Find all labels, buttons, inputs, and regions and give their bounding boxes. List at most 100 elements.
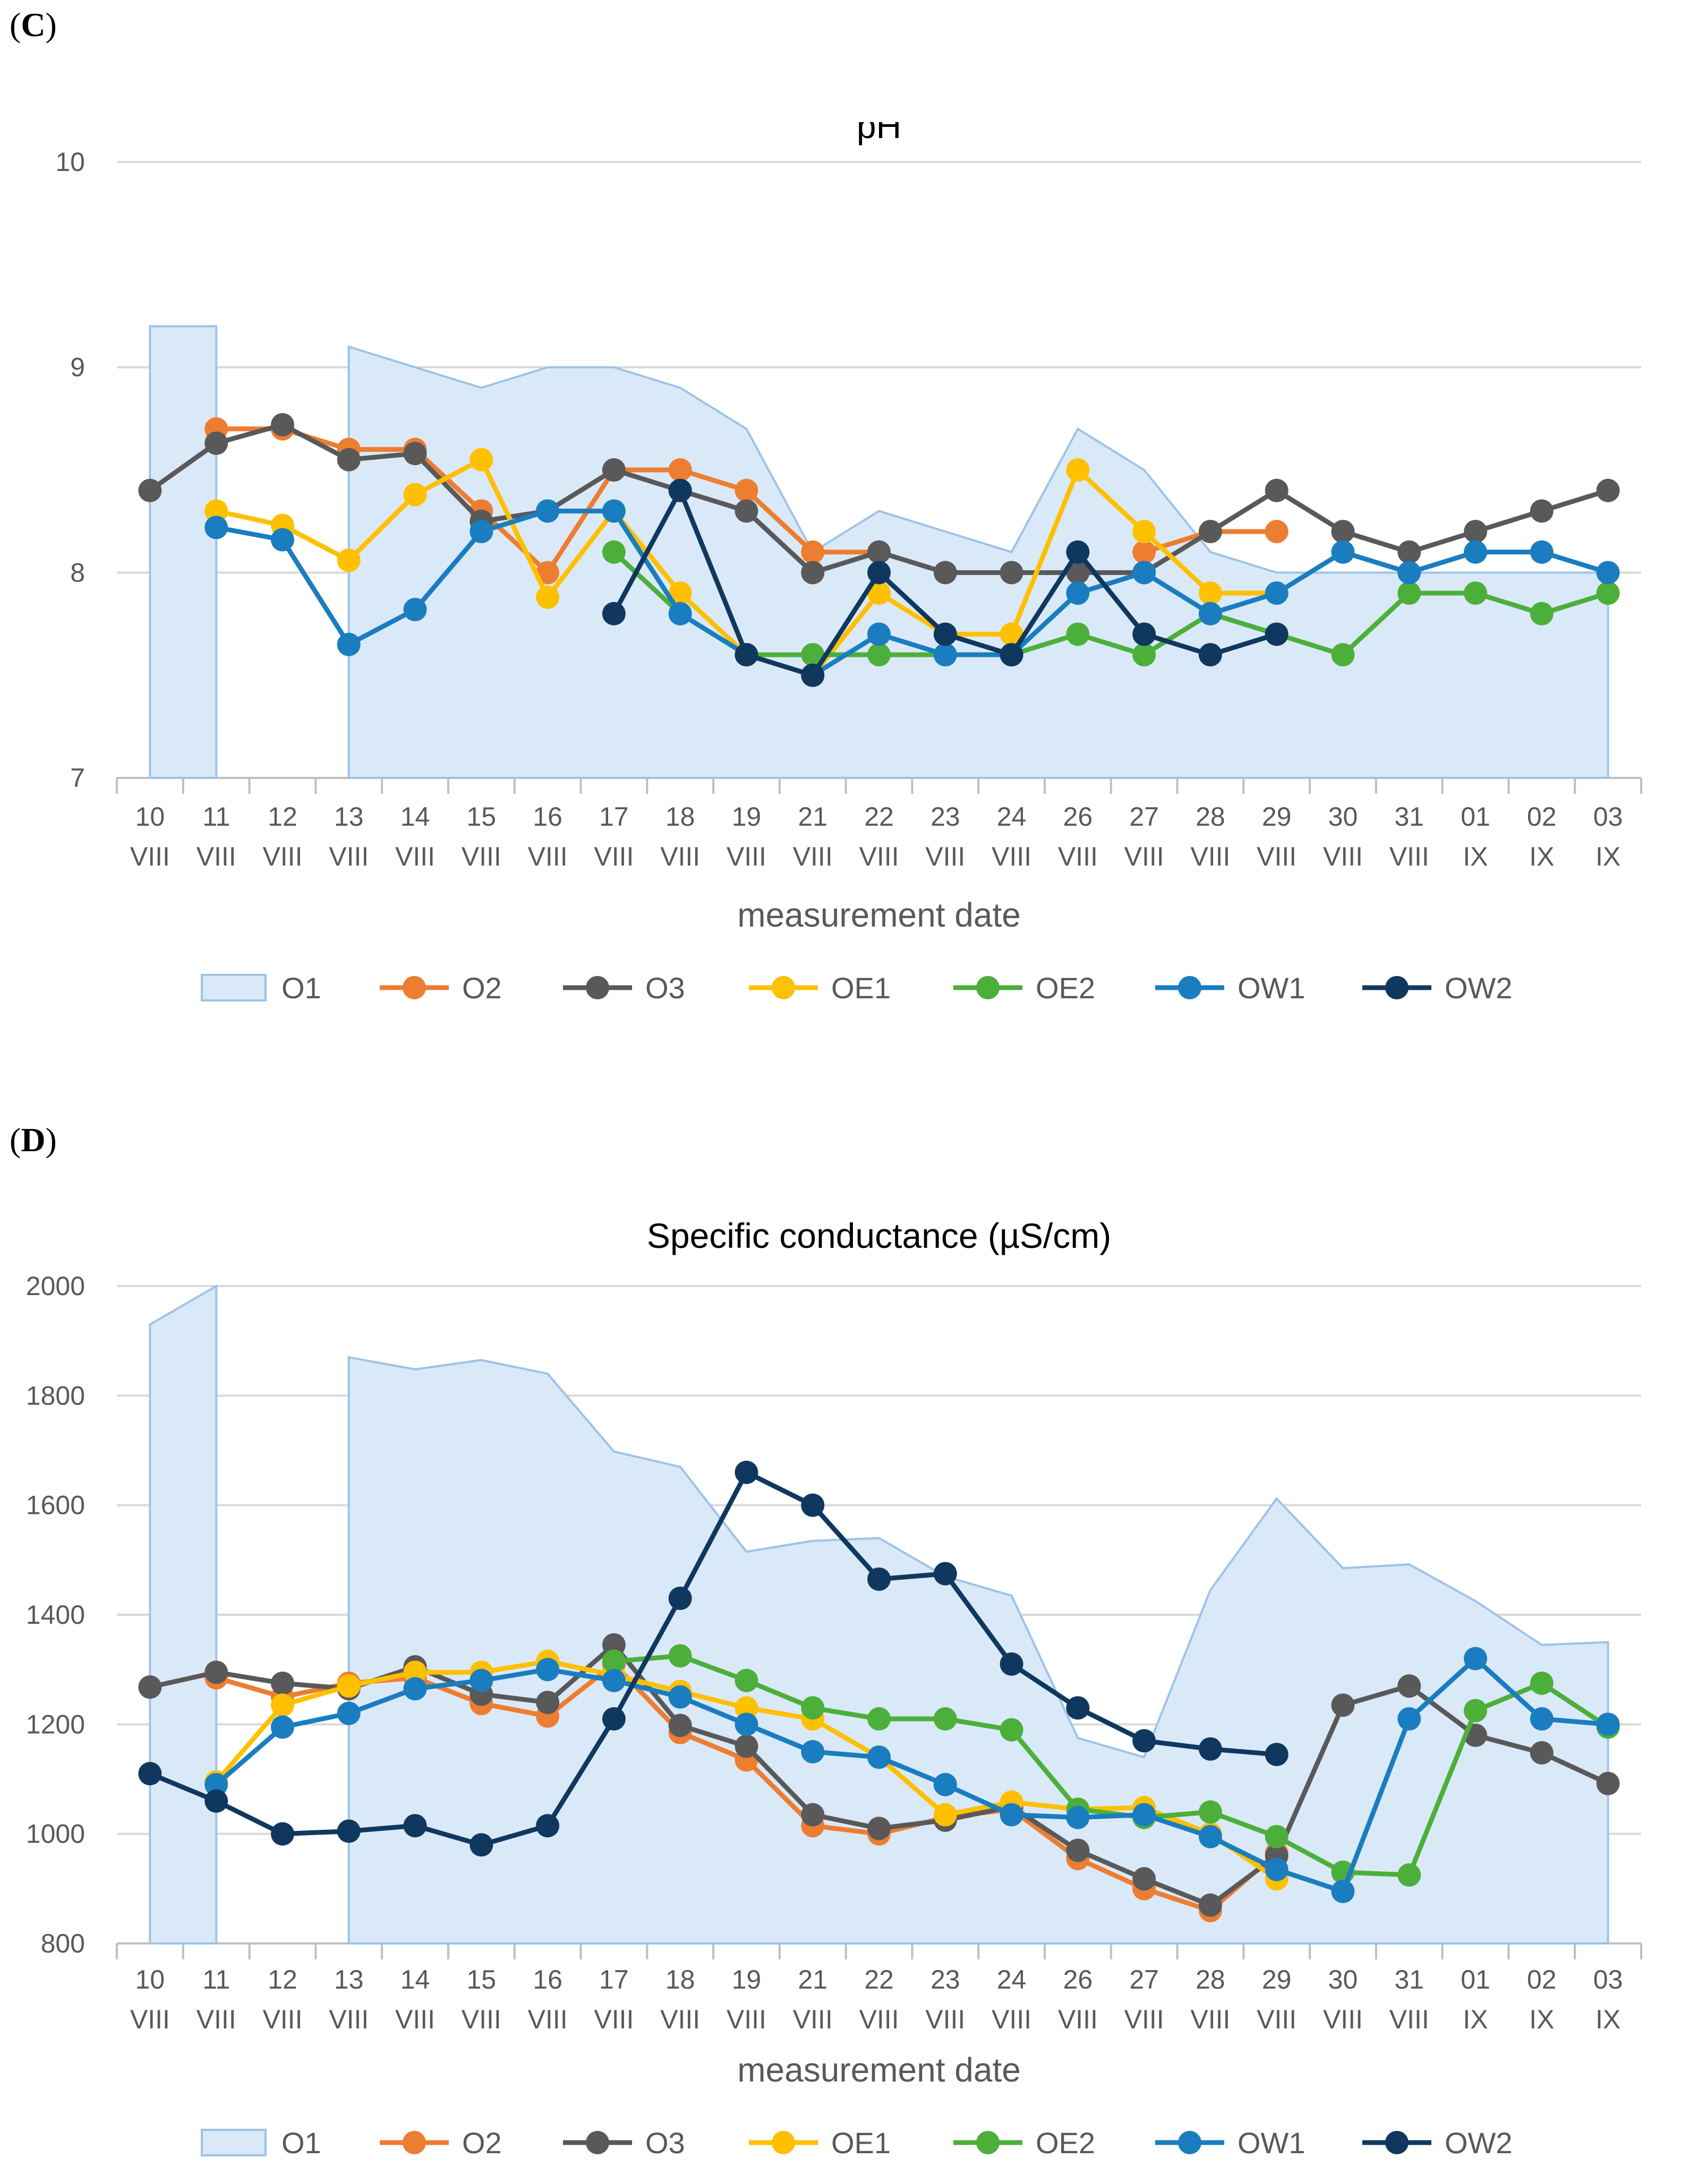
legend-label-oe1: OE1 (831, 971, 891, 1005)
series-ow1-point (337, 1701, 361, 1725)
legend-swatch-o2-marker (403, 2131, 426, 2154)
series-o3-point (801, 561, 825, 585)
x-tick-label-day: 02 (1527, 1965, 1557, 1994)
series-ow1-point (602, 499, 626, 523)
series-oe1-point (536, 585, 560, 609)
series-o3-point (536, 1691, 560, 1715)
x-tick-label-day: 27 (1129, 1965, 1159, 1994)
legend-swatch-o3-marker (586, 976, 609, 999)
legend-label-oe2: OE2 (1036, 2126, 1095, 2160)
series-ow2-point (668, 1587, 692, 1611)
x-tick-label-day: 24 (997, 802, 1027, 832)
legend-label-o2: O2 (462, 971, 502, 1005)
series-oe2-point (933, 1707, 957, 1731)
legend-swatch-oe1-marker (772, 2131, 795, 2154)
x-tick-label-day: 21 (798, 1965, 827, 1994)
legend-swatch-ow2-marker (1385, 976, 1409, 999)
series-ow2-point (1000, 1652, 1023, 1676)
series-oe2-point (1132, 643, 1156, 666)
series-oe1-point (204, 499, 228, 523)
x-tick-label-day: 19 (732, 1965, 762, 1994)
x-tick-label-day: 12 (268, 1965, 297, 1994)
legend-swatch-oe1-marker (772, 976, 795, 999)
series-ow2-point (470, 1833, 493, 1857)
series-ow1-point (1331, 540, 1355, 564)
series-oe1-point (403, 483, 427, 507)
legend-swatch-ow1-marker (1178, 2131, 1201, 2154)
x-tick-label-day: 18 (665, 802, 695, 832)
legend-label-o3: O3 (645, 971, 685, 1005)
x-tick-label-day: 12 (268, 802, 297, 832)
x-tick-label-month: VIII (1389, 2005, 1429, 2034)
series-o3-point (867, 540, 891, 564)
series-oe1-point (867, 581, 891, 605)
legend-label-ow2: OW2 (1445, 971, 1513, 1005)
legend-label-oe1: OE1 (831, 2126, 891, 2160)
series-o3-point (602, 1633, 626, 1657)
series-ow1-point (1530, 1707, 1554, 1731)
series-oe2-point (735, 1668, 758, 1692)
series-o3-point (403, 442, 427, 466)
series-o2-point (536, 561, 560, 585)
series-o3-point (1198, 1893, 1222, 1917)
series-ow1-point (801, 1740, 825, 1763)
series-ow1-point (1331, 1879, 1355, 1903)
x-tick-label-day: 18 (665, 1965, 695, 1994)
series-ow2-point (933, 1562, 957, 1586)
series-o2-point (1265, 520, 1289, 543)
series-o3-point (138, 478, 162, 502)
specific-conductance-chart: Specific conductance (µS/cm) 800 1000 1200 1… (26, 1216, 1642, 2160)
x-tick-label-month: VIII (462, 842, 501, 871)
series-o2-point (735, 478, 758, 502)
series-o2-point (1132, 540, 1156, 564)
panel-label-d: (D) (10, 1121, 57, 1159)
x-tick-label-month: VIII (727, 842, 766, 871)
series-ow2-point (1198, 643, 1222, 666)
legend-label-ow1: OW1 (1238, 2126, 1306, 2160)
x-tick-label-day: 26 (1063, 802, 1093, 832)
series-oe2-point (801, 1696, 825, 1720)
series-o3-point (1331, 520, 1355, 543)
series-oe1-point (668, 581, 692, 605)
x-tick-label-day: 22 (864, 802, 894, 832)
series-o3-point (337, 448, 361, 472)
x-tick-label-day: 02 (1527, 802, 1557, 832)
x-tick-label-day: 13 (334, 802, 364, 832)
series-o3-point (1397, 540, 1421, 564)
x-tick-label-day: 23 (931, 1965, 960, 1994)
x-tick-label-day: 31 (1394, 802, 1424, 832)
legend-label-ow1: OW1 (1238, 971, 1306, 1005)
legend-swatch-ow1-marker (1178, 976, 1201, 999)
series-ow1-point (1265, 1857, 1289, 1881)
x-tick-label-month: IX (1595, 842, 1620, 871)
series-ow2-point (1265, 1743, 1289, 1767)
x-tick-label-month: VIII (462, 2005, 501, 2034)
x-tick-label-month: VIII (262, 2005, 302, 2034)
series-ow1-point (1397, 561, 1421, 585)
x-tick-label-month: VIII (130, 2005, 170, 2034)
series-o3-point (1198, 520, 1222, 543)
series-ow1-point (1066, 1805, 1090, 1829)
y-tick-label: 10 (55, 147, 85, 177)
x-tick-label-month: VIII (528, 2005, 568, 2034)
y-tick-label: 1200 (26, 1709, 85, 1739)
series-oe1-point (403, 1660, 427, 1684)
x-tick-label-month: VIII (1124, 2005, 1164, 2034)
series-ow1-point (1132, 561, 1156, 585)
y-tick-label: 1000 (26, 1819, 85, 1849)
x-tick-label-month: VIII (992, 2005, 1031, 2034)
legend-swatch-o3-marker (586, 2131, 609, 2154)
series-oe2-point (1464, 1699, 1488, 1723)
x-tick-label-day: 30 (1328, 1965, 1358, 1994)
x-tick-label-day: 03 (1593, 1965, 1623, 1994)
x-tick-label-month: IX (1463, 2005, 1488, 2034)
series-ow2-point (204, 1789, 228, 1813)
x-tick-label-day: 19 (732, 802, 762, 832)
series-ow2-point (1066, 1696, 1090, 1720)
series-o3-point (933, 561, 957, 585)
legend-swatch-oe2-marker (976, 976, 1000, 999)
x-tick-label-month: IX (1463, 842, 1488, 871)
y-tick-label: 800 (41, 1929, 85, 1958)
series-ow2-point (1265, 622, 1289, 646)
series-o1-area (347, 1356, 1609, 1945)
